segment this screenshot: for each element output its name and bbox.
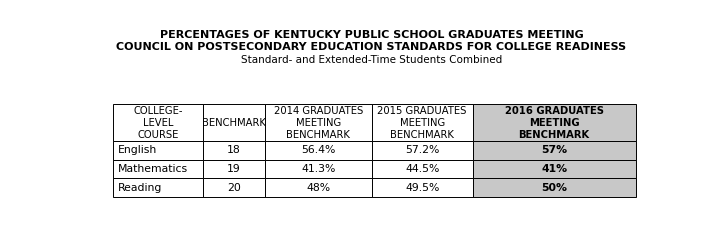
Bar bbox=[203, 141, 265, 160]
Text: 44.5%: 44.5% bbox=[405, 164, 439, 174]
Text: 57%: 57% bbox=[541, 146, 567, 155]
Text: 19: 19 bbox=[227, 164, 241, 174]
Text: 41.3%: 41.3% bbox=[301, 164, 336, 174]
Bar bbox=[113, 141, 203, 160]
Bar bbox=[113, 160, 203, 178]
Text: COLLEGE-
LEVEL
COURSE: COLLEGE- LEVEL COURSE bbox=[133, 106, 183, 140]
Bar bbox=[113, 104, 203, 141]
Bar bbox=[203, 104, 265, 141]
Text: 2015 GRADUATES
MEETING
BENCHMARK: 2015 GRADUATES MEETING BENCHMARK bbox=[378, 106, 467, 140]
Bar bbox=[371, 104, 473, 141]
Text: 41%: 41% bbox=[541, 164, 567, 174]
Text: 2016 GRADUATES
MEETING
BENCHMARK: 2016 GRADUATES MEETING BENCHMARK bbox=[505, 106, 604, 140]
Bar bbox=[473, 178, 636, 197]
Bar bbox=[473, 104, 636, 141]
Text: 57.2%: 57.2% bbox=[405, 146, 439, 155]
Bar bbox=[203, 160, 265, 178]
Text: Standard- and Extended-Time Students Combined: Standard- and Extended-Time Students Com… bbox=[241, 55, 502, 65]
Text: Reading: Reading bbox=[117, 183, 162, 192]
Text: 56.4%: 56.4% bbox=[301, 146, 336, 155]
Text: PERCENTAGES OF KENTUCKY PUBLIC SCHOOL GRADUATES MEETING: PERCENTAGES OF KENTUCKY PUBLIC SCHOOL GR… bbox=[160, 30, 584, 40]
Bar bbox=[113, 178, 203, 197]
Text: 2014 GRADUATES
MEETING
BENCHMARK: 2014 GRADUATES MEETING BENCHMARK bbox=[273, 106, 362, 140]
Bar bbox=[473, 141, 636, 160]
Text: COUNCIL ON POSTSECONDARY EDUCATION STANDARDS FOR COLLEGE READINESS: COUNCIL ON POSTSECONDARY EDUCATION STAND… bbox=[117, 42, 626, 52]
Text: 20: 20 bbox=[227, 183, 241, 192]
Bar bbox=[371, 160, 473, 178]
Text: 49.5%: 49.5% bbox=[405, 183, 439, 192]
Text: 50%: 50% bbox=[541, 183, 567, 192]
Text: English: English bbox=[117, 146, 157, 155]
Bar bbox=[473, 160, 636, 178]
Bar bbox=[203, 178, 265, 197]
Bar bbox=[265, 104, 371, 141]
Bar bbox=[265, 178, 371, 197]
Bar bbox=[265, 160, 371, 178]
Text: BENCHMARK: BENCHMARK bbox=[202, 118, 266, 128]
Text: 48%: 48% bbox=[306, 183, 331, 192]
Bar bbox=[371, 141, 473, 160]
Bar bbox=[371, 178, 473, 197]
Bar bbox=[265, 141, 371, 160]
Text: 18: 18 bbox=[227, 146, 241, 155]
Text: Mathematics: Mathematics bbox=[117, 164, 188, 174]
